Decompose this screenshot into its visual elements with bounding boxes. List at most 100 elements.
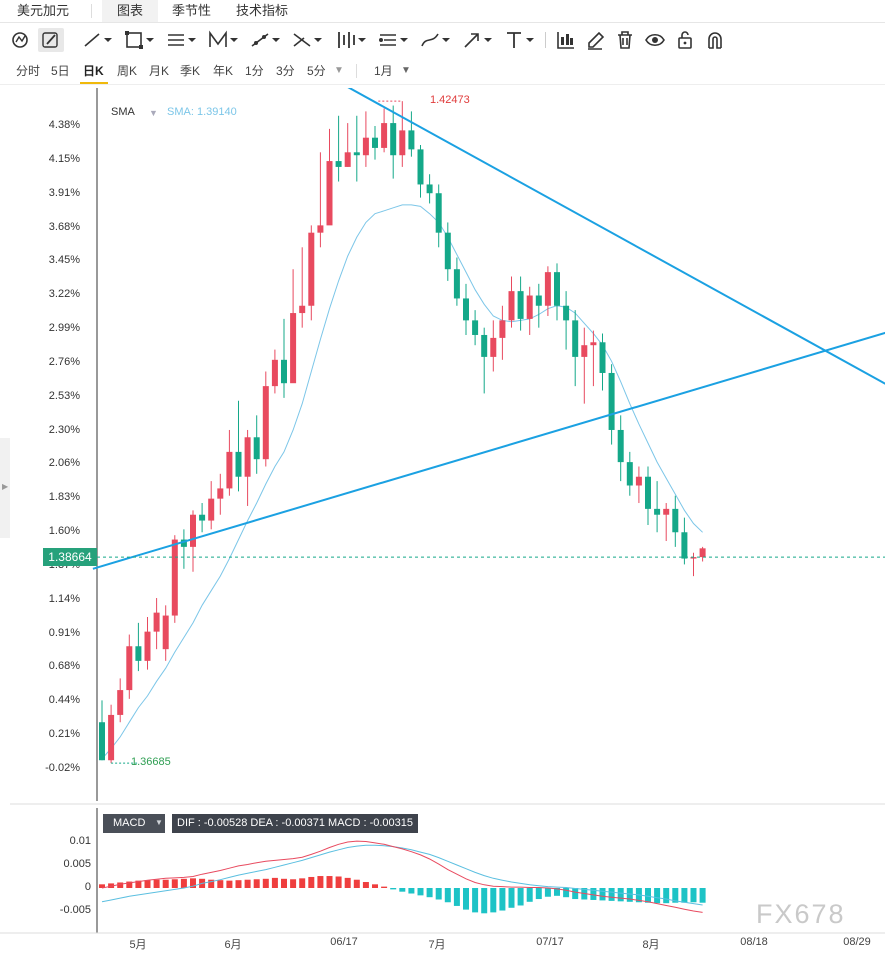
macd-histogram-bar (317, 876, 324, 888)
macd-histogram-bar (499, 888, 506, 911)
macd-values: DIF : -0.00528 DEA : -0.00371 MACD : -0.… (172, 814, 419, 833)
candle-body (645, 476, 651, 509)
period-fenshi[interactable]: 分时 (16, 64, 41, 78)
macd-indicator-button[interactable]: MACD (103, 814, 165, 833)
sma-legend-label[interactable]: SMA (111, 106, 135, 118)
candle-body (299, 305, 306, 314)
candle-body (253, 437, 260, 460)
trend-line (92, 331, 885, 570)
line-icon[interactable] (80, 28, 116, 52)
arrow-icon[interactable] (460, 28, 496, 52)
tab-symbol[interactable]: 美元加元 (17, 3, 70, 18)
candle-body (308, 232, 315, 306)
period-yearly[interactable]: 年K (213, 64, 234, 78)
candle-body (663, 508, 670, 515)
measure-icon[interactable] (290, 28, 326, 52)
rectangle-icon[interactable] (122, 28, 158, 52)
chart-type-icon[interactable] (554, 28, 576, 52)
macd-histogram-bar (463, 888, 469, 910)
period-3min[interactable]: 3分 (276, 64, 295, 78)
candle-body (508, 291, 515, 321)
candle-body (399, 130, 406, 156)
candle-body (317, 225, 324, 233)
brush-icon[interactable] (418, 28, 454, 52)
tab-indicators[interactable]: 技术指标 (236, 3, 289, 18)
macd-histogram-bar (645, 888, 651, 903)
candle-body (135, 646, 142, 661)
magnet-icon[interactable] (704, 28, 726, 52)
candle-body (499, 320, 506, 338)
candle-body (335, 161, 342, 167)
macd-histogram-bar (381, 886, 388, 888)
period-5d[interactable]: 5日 (51, 64, 70, 78)
candle-body (262, 386, 269, 460)
y-tick-label: 0.21% (48, 728, 80, 741)
period-weekly[interactable]: 周K (117, 64, 138, 78)
y-tick-label: 1.60% (48, 525, 80, 538)
macd-histogram-bar (608, 888, 615, 901)
eye-icon[interactable] (644, 28, 666, 52)
macd-histogram-bar (271, 877, 278, 888)
pencil-icon[interactable] (584, 28, 606, 52)
trash-icon[interactable] (614, 28, 636, 52)
x-tick-label: 8月 (642, 939, 660, 951)
period-quarterly[interactable]: 季K (180, 64, 201, 78)
macd-histogram-bar (208, 879, 215, 888)
macd-histogram-bar (117, 882, 124, 888)
trend-line (347, 88, 885, 385)
period-1min[interactable]: 1分 (245, 64, 264, 78)
candle-body (99, 722, 105, 761)
macd-histogram-bar (281, 878, 287, 888)
period-1month[interactable]: 1月 (374, 64, 393, 78)
sidebar-toggle[interactable]: ▶ (0, 438, 10, 538)
pattern-icon[interactable] (206, 28, 242, 52)
period-more-icon[interactable]: ▼ (334, 65, 344, 76)
macd-dropdown-icon[interactable]: ▼ (155, 818, 163, 827)
candle-body (171, 539, 178, 616)
sma-line (101, 204, 703, 760)
draw-icon[interactable] (38, 28, 64, 52)
channel-icon[interactable] (164, 28, 200, 52)
candle-body (290, 313, 297, 384)
sma-dropdown-icon[interactable]: ▼ (149, 108, 158, 118)
lock-icon[interactable] (674, 28, 696, 52)
candle-body (654, 508, 661, 515)
candle-body (608, 372, 615, 430)
price-range-icon[interactable] (376, 28, 412, 52)
period-monthly[interactable]: 月K (149, 64, 170, 78)
y-tick-label: 2.76% (48, 355, 80, 368)
macd-histogram-bar (171, 879, 178, 888)
gann-icon[interactable] (334, 28, 370, 52)
x-tick-label: 06/17 (330, 936, 358, 948)
macd-histogram-bar (308, 876, 315, 888)
candle-body (626, 462, 633, 486)
tab-seasonality[interactable]: 季节性 (172, 3, 212, 18)
y-tick-label: 3.91% (48, 186, 80, 199)
y-tick-label: 2.30% (48, 423, 80, 436)
candle-body (226, 451, 233, 489)
macd-histogram-bar (244, 879, 251, 888)
price-chart[interactable] (0, 88, 885, 953)
candle-body (617, 429, 624, 463)
macd-histogram-bar (217, 880, 224, 888)
period-5min[interactable]: 5分 (307, 64, 326, 78)
candle-body (372, 137, 378, 148)
macd-histogram-bar (526, 888, 533, 902)
candle-body (599, 342, 606, 373)
chevron-down-icon[interactable]: ▼ (401, 65, 411, 76)
fib-icon[interactable] (248, 28, 284, 52)
macd-histogram-bar (190, 878, 196, 888)
low-price-label: 1.36685 (131, 756, 171, 769)
tab-chart[interactable]: 图表 (102, 0, 158, 22)
indicator-icon[interactable] (10, 28, 32, 52)
candle-body (472, 320, 479, 335)
candle-body (153, 612, 160, 632)
candle-body (344, 152, 351, 167)
period-daily[interactable]: 日K (83, 64, 104, 78)
macd-histogram-bar (144, 880, 151, 888)
text-icon[interactable] (502, 28, 538, 52)
macd-histogram-bar (153, 879, 160, 888)
current-price-tag: 1.38664 (43, 548, 97, 567)
candle-body (581, 345, 588, 357)
macd-histogram-bar (453, 888, 460, 906)
